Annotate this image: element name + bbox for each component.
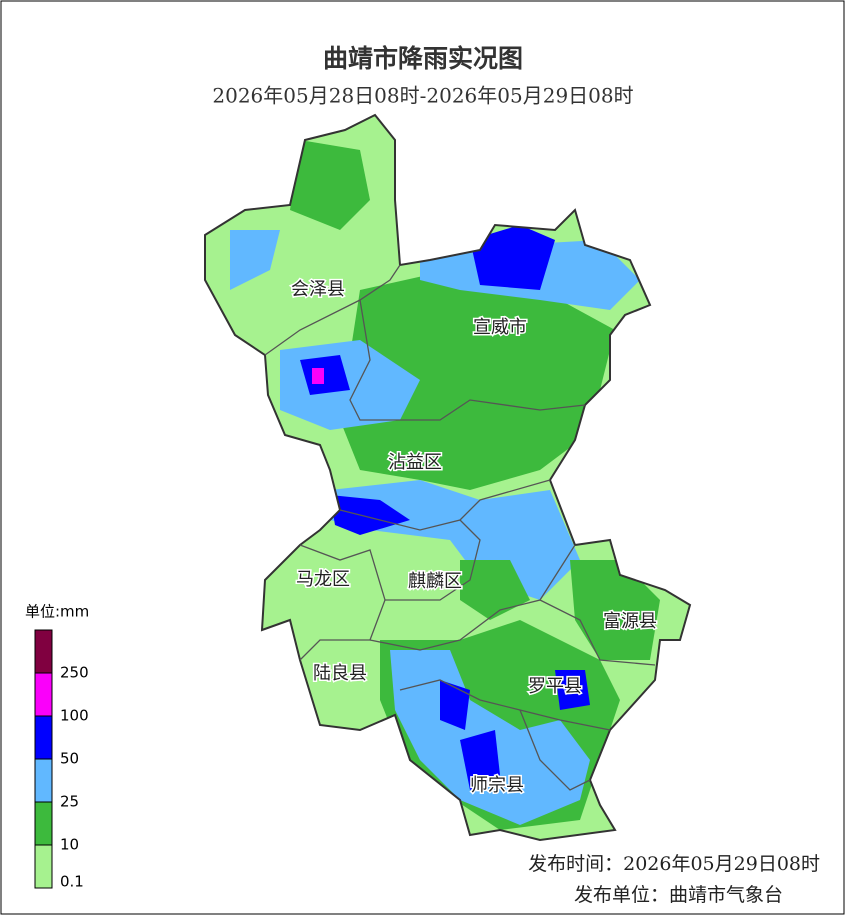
legend-label: 250 — [60, 664, 89, 682]
region-label: 马龙区 — [296, 569, 350, 590]
issuer: 发布单位：曲靖市气象台 — [574, 884, 783, 906]
legend-swatch — [34, 715, 53, 760]
title: 曲靖市降雨实况图 — [323, 44, 523, 73]
legend: 单位:mm 0.1 10 25 50 100 250 — [25, 603, 89, 891]
region-label: 师宗县 — [470, 775, 524, 796]
legend-swatch — [34, 844, 53, 889]
legend-label: 0.1 — [60, 873, 84, 891]
region-label: 罗平县 — [528, 676, 582, 697]
legend-unit: 单位:mm — [25, 603, 89, 621]
legend-swatch — [34, 801, 53, 846]
legend-label: 25 — [60, 793, 79, 811]
legend-label: 10 — [60, 836, 79, 854]
legend-swatch — [34, 758, 53, 803]
region-label: 麒麟区 — [408, 571, 462, 592]
issue-time: 发布时间：2026年05月29日08时 — [528, 853, 820, 875]
legend-swatch — [34, 672, 53, 717]
legend-label: 50 — [60, 750, 79, 768]
legend-label: 100 — [60, 707, 89, 725]
legend-swatch — [34, 629, 53, 674]
region-label: 沾益区 — [388, 452, 442, 473]
region-label: 会泽县 — [291, 279, 345, 300]
region-label: 宣威市 — [473, 317, 527, 338]
region-label: 陆良县 — [313, 663, 367, 684]
region-label: 富源县 — [603, 611, 657, 632]
subtitle: 2026年05月28日08时-2026年05月29日08时 — [212, 84, 633, 108]
